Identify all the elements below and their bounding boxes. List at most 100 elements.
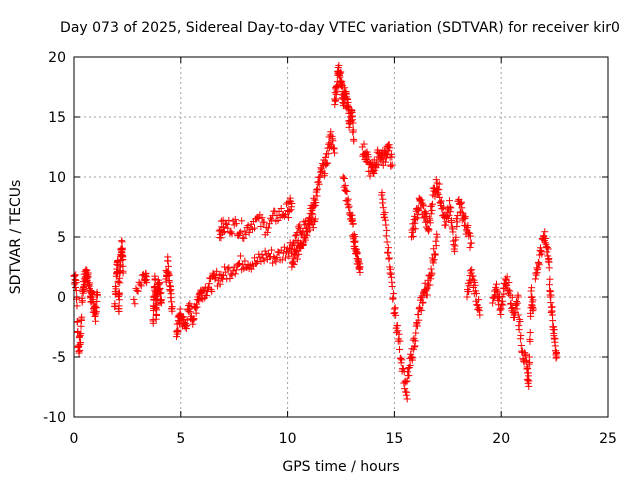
data-point: [385, 254, 393, 262]
data-point: [551, 335, 559, 343]
data-point: [451, 242, 459, 250]
data-point: [118, 238, 126, 246]
data-point: [268, 216, 276, 224]
data-point: [93, 291, 101, 299]
data-point: [528, 284, 536, 292]
data-point: [304, 227, 312, 235]
data-point: [335, 61, 343, 69]
data-point: [381, 209, 389, 217]
data-point: [237, 228, 245, 236]
data-point: [217, 234, 225, 242]
data-point: [221, 228, 229, 236]
data-point: [358, 143, 366, 151]
y-tick-label: -10: [43, 410, 66, 426]
data-point: [410, 224, 418, 232]
data-point: [464, 222, 472, 230]
data-point: [474, 305, 482, 313]
data-point: [306, 220, 314, 228]
data-point: [469, 272, 477, 280]
data-point: [208, 288, 216, 296]
data-point: [431, 251, 439, 259]
x-axis-label: GPS time / hours: [282, 459, 399, 475]
data-point: [323, 159, 331, 167]
data-point: [427, 265, 435, 273]
data-point: [364, 153, 372, 161]
data-point: [406, 361, 414, 369]
data-point: [165, 271, 173, 279]
data-point: [529, 305, 537, 313]
data-point: [131, 300, 139, 308]
data-point: [269, 259, 277, 267]
data-point: [388, 153, 396, 161]
data-point: [143, 279, 151, 287]
data-point: [403, 377, 411, 385]
data-point: [245, 229, 253, 237]
data-point: [388, 161, 396, 169]
data-point: [311, 215, 319, 223]
data-point: [412, 215, 420, 223]
data-point: [167, 290, 175, 298]
data-point: [523, 375, 531, 383]
data-point: [343, 95, 351, 103]
data-point: [192, 309, 200, 317]
data-point: [423, 291, 431, 299]
data-point: [449, 228, 457, 236]
data-point: [412, 329, 420, 337]
data-point: [396, 345, 404, 353]
data-point: [151, 276, 159, 284]
data-point: [535, 261, 543, 269]
data-point: [274, 248, 282, 256]
data-point: [458, 204, 466, 212]
data-point: [293, 247, 301, 255]
data-point: [295, 250, 303, 258]
data-point: [342, 187, 350, 195]
data-point: [547, 299, 555, 307]
data-point: [546, 275, 554, 283]
data-point: [524, 364, 532, 372]
data-point: [514, 311, 522, 319]
data-point: [291, 232, 299, 240]
data-point: [279, 249, 287, 257]
data-point: [438, 205, 446, 213]
data-point: [92, 317, 100, 325]
data-point: [329, 137, 337, 145]
data-point: [227, 228, 235, 236]
data-point: [417, 306, 425, 314]
data-point: [287, 245, 295, 253]
data-point: [224, 265, 232, 273]
data-point: [137, 282, 145, 290]
data-point: [115, 292, 123, 300]
data-point: [236, 229, 244, 237]
data-point: [427, 210, 435, 218]
y-tick-label: 10: [48, 170, 66, 186]
data-point: [337, 68, 345, 76]
data-point: [153, 300, 161, 308]
data-point: [312, 199, 320, 207]
data-point: [336, 69, 344, 77]
data-point: [408, 228, 416, 236]
data-point: [349, 220, 357, 228]
data-point: [387, 162, 395, 170]
data-point: [313, 192, 321, 200]
data-point: [427, 275, 435, 283]
data-point: [250, 224, 258, 232]
data-point: [419, 202, 427, 210]
data-point: [493, 287, 501, 295]
data-point: [268, 246, 276, 254]
data-point: [321, 170, 329, 178]
tick-layer: 0 5 10 15 20 25 -10 -5 0 5 10 15 20: [43, 50, 617, 447]
data-point: [71, 284, 79, 292]
data-point: [305, 214, 313, 222]
x-tick-label: 0: [70, 431, 79, 447]
data-point: [193, 303, 201, 311]
data-point: [257, 222, 265, 230]
data-point: [344, 103, 352, 111]
data-point: [468, 266, 476, 274]
data-point: [136, 280, 144, 288]
data-point: [309, 224, 317, 232]
data-point: [204, 285, 212, 293]
data-point: [463, 293, 471, 301]
data-point: [220, 223, 228, 231]
data-point: [167, 298, 175, 306]
data-point: [432, 242, 440, 250]
